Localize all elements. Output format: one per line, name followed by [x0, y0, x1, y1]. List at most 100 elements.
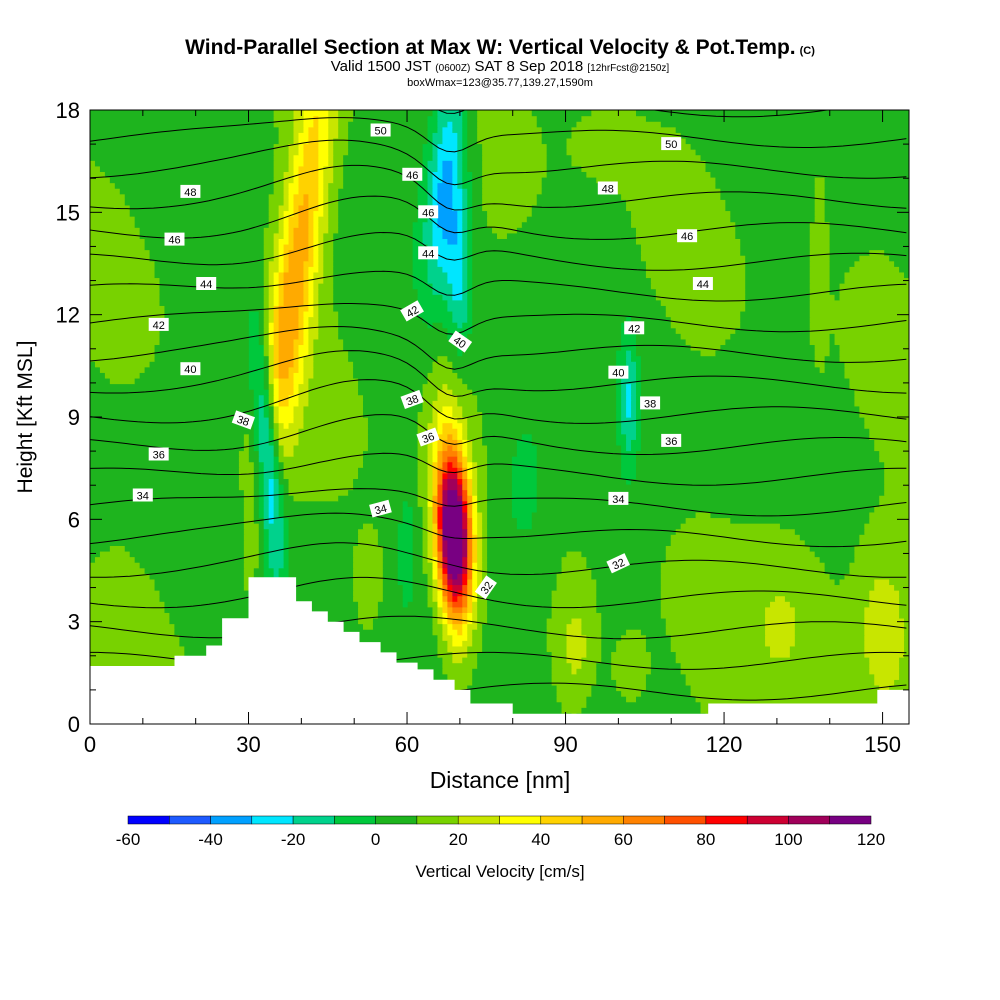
velocity-cell	[779, 523, 865, 530]
velocity-cell	[789, 601, 870, 608]
velocity-cell	[442, 584, 448, 591]
velocity-cell	[511, 483, 538, 491]
velocity-cell	[809, 260, 831, 267]
x-tick-label: 120	[706, 732, 743, 757]
velocity-cell	[273, 121, 295, 128]
velocity-cell	[467, 383, 617, 390]
velocity-cell	[442, 456, 448, 463]
velocity-cell	[690, 684, 880, 692]
velocity-cell	[437, 216, 458, 223]
velocity-cell	[482, 517, 488, 524]
velocity-cell	[134, 216, 270, 223]
velocity-cell	[442, 595, 448, 602]
velocity-cell	[899, 606, 909, 613]
velocity-cell	[824, 562, 851, 569]
velocity-cell	[467, 277, 473, 284]
velocity-cell	[278, 305, 300, 312]
velocity-cell	[864, 523, 909, 530]
velocity-cell	[645, 673, 687, 680]
velocity-cell	[611, 662, 652, 669]
velocity-cell	[487, 550, 568, 558]
velocity-cell	[442, 517, 463, 524]
velocity-cell	[442, 623, 448, 630]
velocity-cell	[90, 338, 161, 346]
velocity-cell	[531, 523, 682, 530]
contour-label-bg	[474, 575, 497, 600]
velocity-cell	[477, 489, 488, 496]
velocity-cell	[263, 260, 270, 267]
velocity-cell	[432, 249, 463, 256]
velocity-cell	[864, 629, 905, 636]
velocity-cell	[442, 500, 448, 507]
velocity-cell	[467, 188, 473, 195]
velocity-cell	[90, 366, 101, 373]
velocity-cell	[482, 411, 617, 418]
velocity-cell	[437, 640, 448, 647]
velocity-cell	[442, 422, 453, 429]
velocity-cell	[417, 489, 429, 496]
velocity-cell	[904, 617, 909, 625]
velocity-cell	[303, 283, 309, 290]
velocity-cell	[432, 461, 439, 468]
velocity-cell	[477, 523, 483, 530]
velocity-cell	[263, 511, 270, 519]
velocity-cell	[447, 578, 453, 586]
velocity-cell	[263, 472, 275, 479]
velocity-cell	[765, 623, 796, 630]
contour-label: 48	[180, 184, 201, 199]
velocity-cell	[794, 606, 865, 613]
velocity-cell	[263, 372, 270, 379]
velocity-cell	[432, 573, 439, 580]
velocity-cell	[447, 238, 458, 245]
velocity-cell	[417, 216, 429, 223]
velocity-cell	[273, 232, 285, 239]
velocity-cell	[308, 193, 319, 200]
velocity-cell	[447, 556, 463, 563]
velocity-cell	[745, 271, 811, 279]
velocity-cell	[90, 216, 136, 223]
velocity-cell	[596, 176, 717, 184]
velocity-cell	[616, 405, 622, 413]
velocity-cell	[90, 662, 190, 669]
velocity-cell	[90, 221, 136, 228]
velocity-cell	[462, 121, 468, 128]
velocity-cell	[268, 500, 275, 507]
velocity-cell	[90, 389, 255, 396]
contour-label: 44	[418, 246, 439, 260]
velocity-cell	[268, 355, 275, 362]
velocity-cell	[745, 260, 811, 267]
contour-label: 40	[608, 365, 629, 380]
velocity-cell	[283, 517, 290, 524]
velocity-cell	[263, 550, 270, 558]
velocity-cell	[432, 500, 439, 507]
velocity-cell	[308, 266, 319, 273]
velocity-cell	[472, 232, 498, 239]
velocity-cell	[447, 573, 453, 580]
velocity-cell	[829, 249, 870, 256]
velocity-cell	[253, 472, 260, 479]
velocity-cell	[591, 684, 617, 692]
velocity-cell	[472, 517, 478, 524]
velocity-cell	[427, 550, 434, 558]
velocity-cell	[487, 556, 563, 563]
velocity-cell	[621, 366, 637, 373]
velocity-cell	[417, 461, 429, 468]
velocity-cell	[675, 657, 870, 664]
velocity-cell	[442, 629, 448, 636]
velocity-cell	[273, 160, 290, 167]
velocity-cell	[417, 299, 448, 306]
velocity-cell	[268, 266, 280, 273]
velocity-cell	[318, 283, 334, 290]
velocity-cell	[90, 305, 166, 312]
velocity-cell	[690, 344, 721, 351]
velocity-cell	[273, 288, 280, 295]
velocity-cell	[457, 232, 463, 239]
velocity-cell	[154, 578, 245, 586]
velocity-cell	[258, 511, 265, 519]
contour-label-text: 38	[644, 398, 656, 410]
velocity-cell	[427, 539, 434, 546]
vertical-velocity-shading	[90, 110, 909, 724]
velocity-cell	[487, 483, 513, 491]
velocity-cell	[546, 165, 582, 172]
velocity-cell	[467, 137, 478, 145]
